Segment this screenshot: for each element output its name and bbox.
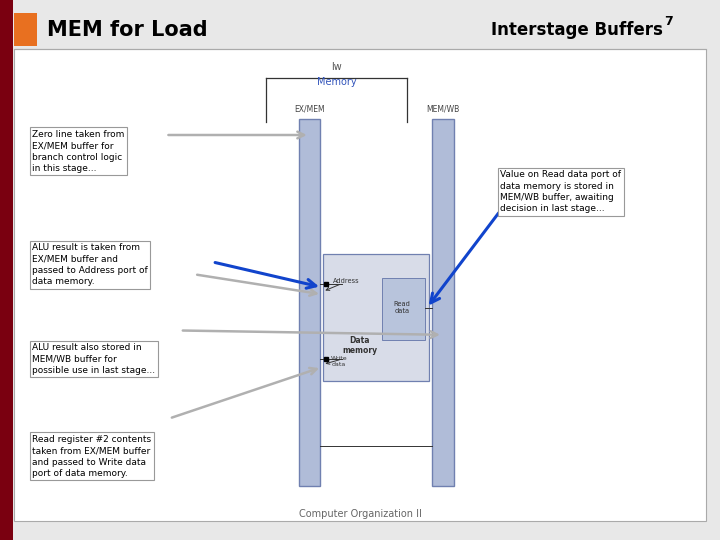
Text: EX/MEM: EX/MEM bbox=[294, 104, 325, 113]
Text: Memory: Memory bbox=[317, 77, 356, 87]
Bar bbox=[14, 14, 37, 46]
Text: Write
data: Write data bbox=[331, 356, 348, 367]
Text: Zero line taken from
EX/MEM buffer for
branch control logic
in this stage...: Zero line taken from EX/MEM buffer for b… bbox=[32, 130, 125, 173]
Text: Read register #2 contents
taken from EX/MEM buffer
and passed to Write data
port: Read register #2 contents taken from EX/… bbox=[32, 435, 151, 478]
Bar bbox=[299, 119, 320, 486]
Bar bbox=[0, 0, 13, 540]
Bar bbox=[432, 119, 454, 486]
Text: Address: Address bbox=[333, 278, 359, 284]
Bar bbox=[382, 278, 425, 340]
Text: Value on Read data port of
data memory is stored in
MEM/WB buffer, awaiting
deci: Value on Read data port of data memory i… bbox=[500, 170, 621, 213]
Text: Data
memory: Data memory bbox=[343, 336, 377, 355]
Text: MEM/WB: MEM/WB bbox=[426, 104, 459, 113]
Text: ALU result is taken from
EX/MEM buffer and
passed to Address port of
data memory: ALU result is taken from EX/MEM buffer a… bbox=[32, 243, 148, 286]
Bar bbox=[323, 254, 429, 381]
FancyBboxPatch shape bbox=[14, 49, 706, 521]
Text: lw: lw bbox=[331, 62, 342, 72]
Text: MEM for Load: MEM for Load bbox=[47, 19, 207, 40]
Text: Computer Organization II: Computer Organization II bbox=[299, 509, 421, 519]
Text: Interstage Buffers: Interstage Buffers bbox=[490, 21, 662, 39]
Text: ALU result also stored in
MEM/WB buffer for
possible use in last stage...: ALU result also stored in MEM/WB buffer … bbox=[32, 343, 156, 375]
Text: Read
data: Read data bbox=[393, 301, 410, 314]
Text: 7: 7 bbox=[664, 15, 672, 28]
